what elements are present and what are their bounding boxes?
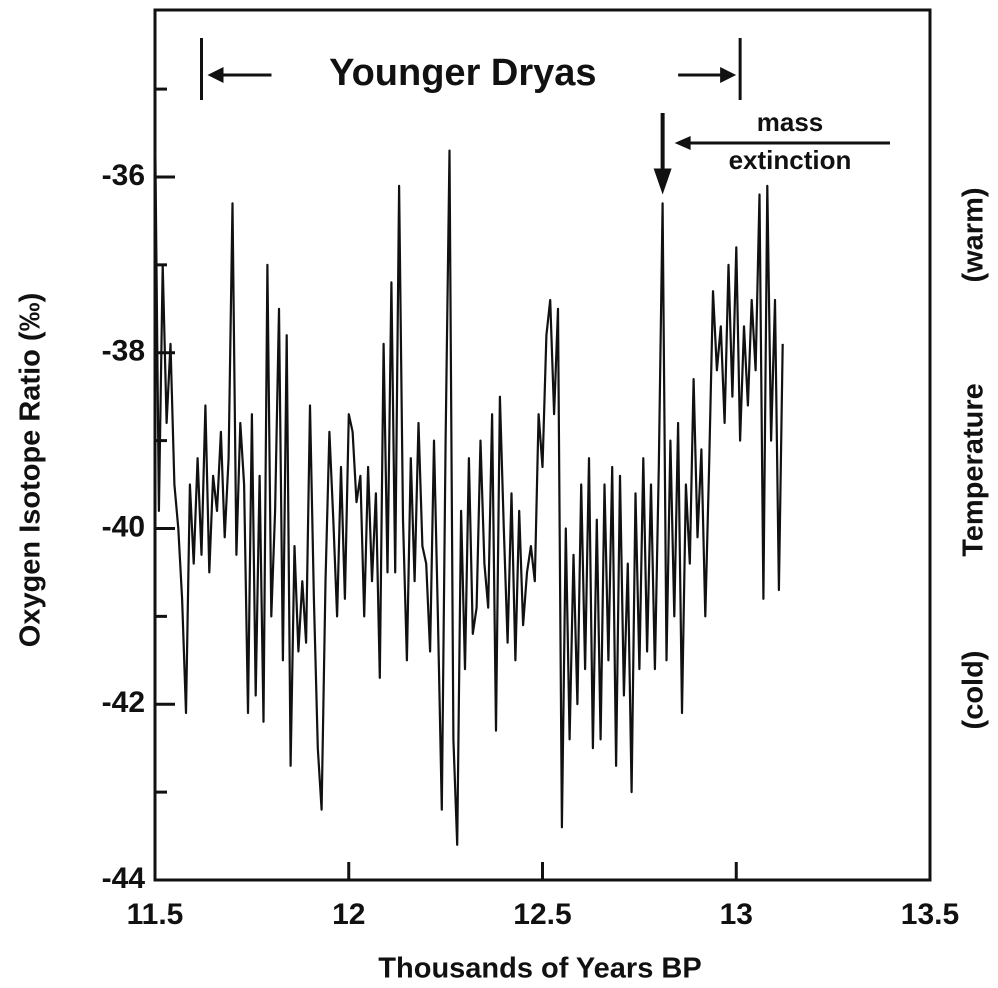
y-tick-label: -44 [102, 862, 146, 895]
x-tick-label: 11.5 [127, 898, 184, 931]
data-line [153, 115, 784, 846]
arrow-head [720, 67, 737, 83]
x-tick-label: 13 [720, 898, 753, 931]
annotation: mass [757, 107, 824, 137]
arrow-head [674, 136, 691, 150]
arrow-head [653, 168, 672, 195]
y2-label: (warm) [958, 187, 990, 282]
annotation: extinction [729, 145, 852, 175]
y2-label: Temperature [958, 383, 990, 557]
y2-label: (cold) [958, 651, 990, 730]
y-axis-label: Oxygen Isotope Ratio (‰) [15, 293, 47, 647]
annotation: Younger Dryas [329, 52, 596, 94]
x-tick-label: 13.5 [901, 898, 959, 931]
arrow-head [207, 67, 224, 83]
x-tick-label: 12.5 [513, 898, 571, 931]
x-axis-label: Thousands of Years BP [378, 953, 701, 985]
x-tick-label: 12 [332, 898, 365, 931]
y-tick-label: -42 [102, 686, 145, 719]
y-tick-label: -38 [102, 335, 145, 368]
y-tick-label: -36 [102, 159, 145, 192]
y-tick-label: -40 [102, 510, 145, 543]
